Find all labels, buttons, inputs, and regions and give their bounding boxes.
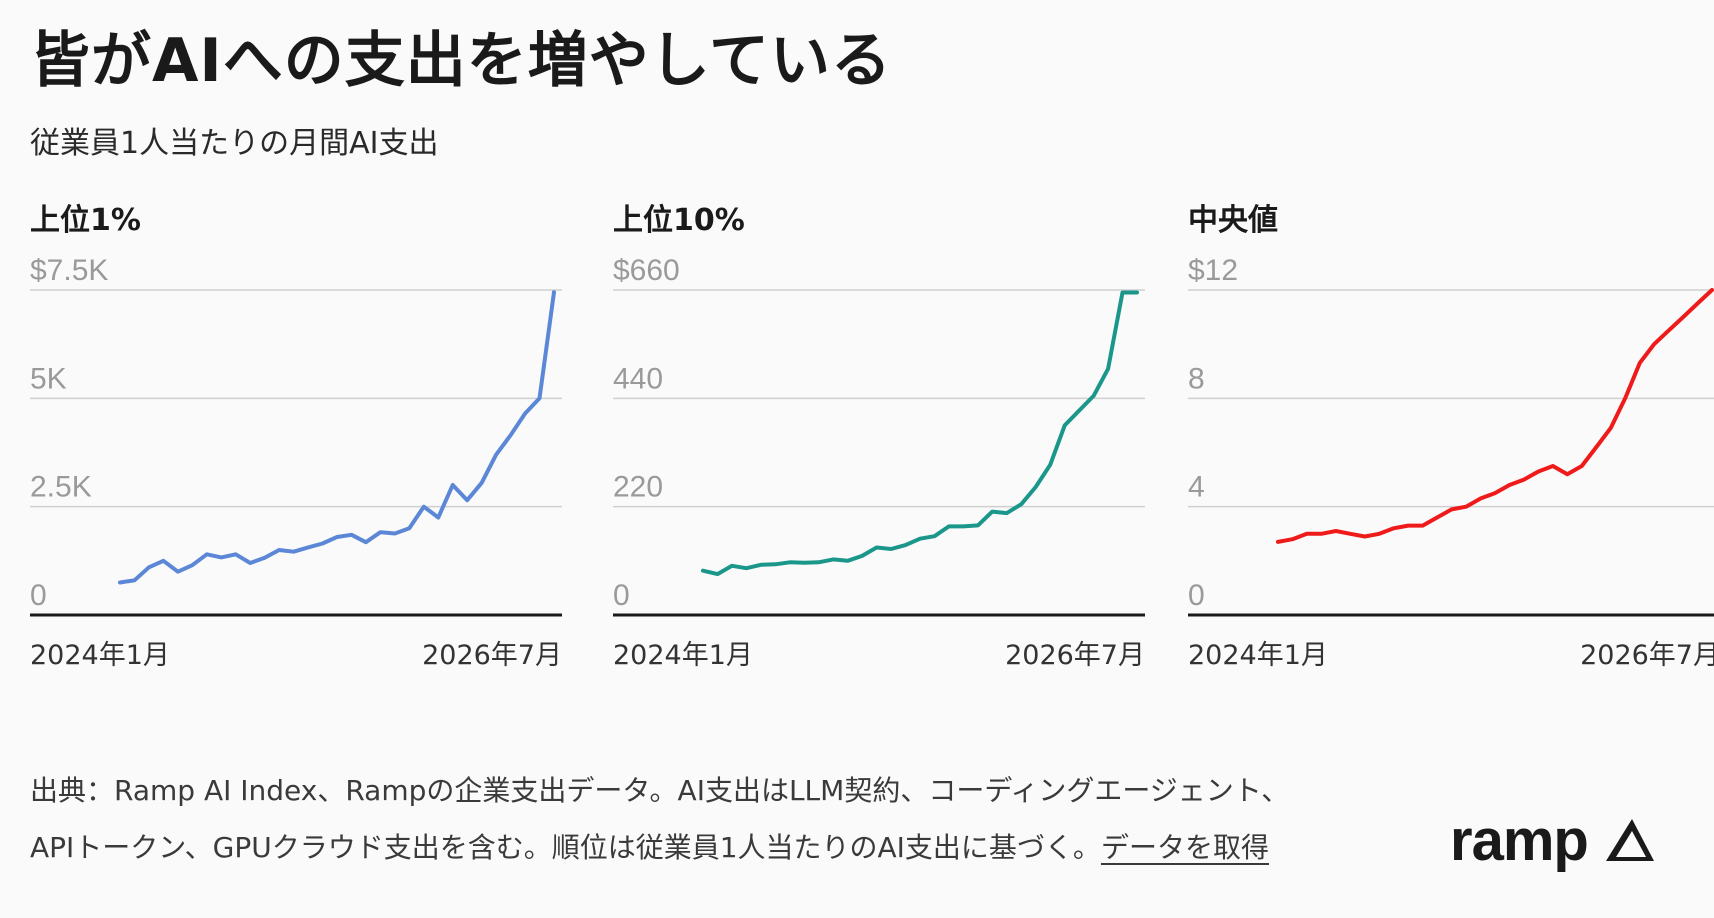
source-note: 出典：Ramp AI Index、Rampの企業支出データ。AI支出はLLM契約… [30,762,1410,876]
panel-title-1: 上位1% [30,203,141,238]
panel-title-2: 上位10% [613,203,745,238]
y-tick-label: $12 [1188,254,1238,287]
y-tick-label: 4 [1188,471,1205,504]
series-line-3 [1276,288,1714,544]
y-tick-label: 8 [1188,362,1205,395]
y-tick-label: 5K [30,362,67,395]
y-tick-label: 0 [613,579,630,612]
x-axis-start-label: 2024年1月 [30,640,170,671]
y-tick-label: 0 [30,579,47,612]
logo-wordmark: ramp [1450,807,1589,873]
panel-title-3: 中央値 [1188,203,1278,238]
y-tick-label: 2.5K [30,471,92,504]
y-tick-label: 0 [1188,579,1205,612]
ramp-logo: ramp [1450,800,1690,880]
x-axis-start-label: 2024年1月 [1188,640,1328,671]
x-axis-start-label: 2024年1月 [613,640,753,671]
y-tick-label: $7.5K [30,254,108,287]
series-line-1 [118,290,556,585]
x-axis-end-label: 2026年7月 [1580,640,1714,671]
y-tick-label: $660 [613,254,680,287]
source-line-2: APIトークン、GPUクラウド支出を含む。順位は従業員1人当たりのAI支出に基づ… [30,819,1410,876]
y-tick-label: 440 [613,362,663,395]
page-subtitle: 従業員1人当たりの月間AI支出 [30,126,439,161]
source-line-1: 出典：Ramp AI Index、Rampの企業支出データ。AI支出はLLM契約… [30,774,1290,807]
x-axis-end-label: 2026年7月 [1005,640,1145,671]
page-title: 皆がAIへの支出を増やしている [30,26,892,96]
get-data-link[interactable]: データを取得 [1100,831,1269,864]
ramp-logo-icon [1605,819,1654,861]
source-line-2-text: APIトークン、GPUクラウド支出を含む。順位は従業員1人当たりのAI支出に基づ… [30,831,1101,864]
series-line-2 [701,290,1139,577]
x-axis-end-label: 2026年7月 [422,640,562,671]
y-tick-label: 220 [613,471,663,504]
